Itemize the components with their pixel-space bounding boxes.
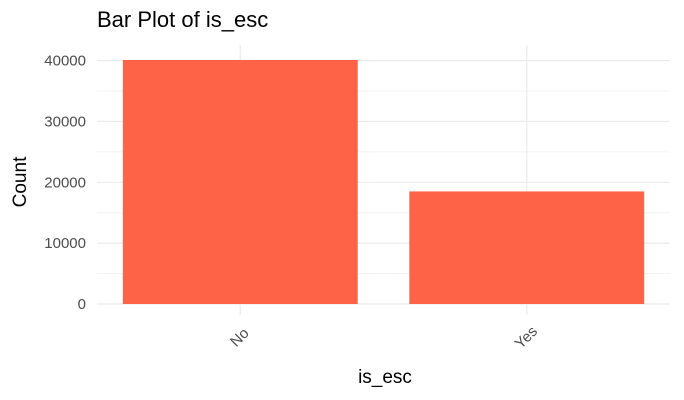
y-axis-title: Count <box>10 156 31 208</box>
bar-no <box>122 60 358 304</box>
x-tick-label: No <box>227 325 253 351</box>
y-tick-label: 30000 <box>44 113 86 130</box>
y-tick-label: 40000 <box>44 53 86 70</box>
chart-title: Bar Plot of is_esc <box>97 7 269 32</box>
bar-yes <box>409 191 645 304</box>
y-tick-label: 10000 <box>44 235 86 252</box>
y-tick-label: 0 <box>78 296 86 313</box>
y-tick-label: 20000 <box>44 174 86 191</box>
x-tick-label: Yes <box>512 323 541 352</box>
x-axis-title: is_esc <box>358 367 412 388</box>
